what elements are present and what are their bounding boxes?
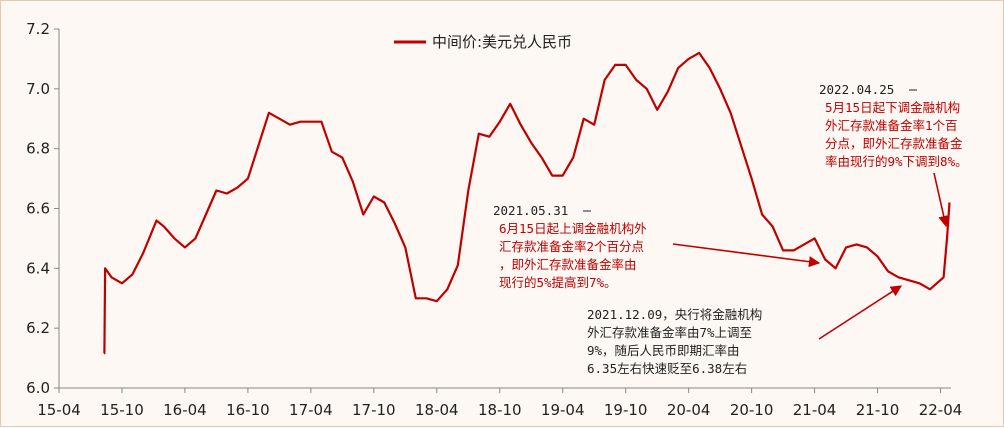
annotation-line: 现行的5%提高到7%。 (499, 275, 617, 290)
x-tick-label: 16-10 (226, 401, 270, 419)
y-tick-label: 6.4 (26, 259, 50, 277)
annotation-line: 9%，随后人民币即期汇率由 (587, 343, 740, 358)
annotation-arrow-2 (933, 172, 950, 228)
x-tick-label: 15-04 (37, 401, 81, 419)
annotation-2: 2022.04.25 5月15日起下调金融机构外汇存款准备金率1个百分点，即外汇存… (819, 82, 968, 169)
y-tick-label: 6.2 (26, 319, 50, 337)
x-tick-label: 16-04 (163, 401, 207, 419)
legend-label: 中间价:美元兑人民币 (432, 33, 572, 51)
annotation-line: 分点，即外汇存款准备金 (825, 136, 963, 151)
series-line-0 (103, 51, 951, 355)
x-tick-label: 22-04 (919, 401, 963, 419)
x-tick-label: 15-10 (100, 401, 144, 419)
annotation-arrow-3 (818, 285, 902, 340)
annotation-line: ，即外汇存款准备金率由 (499, 257, 637, 272)
annotation-line: 外汇存款准备金率由7%上调至 (587, 325, 752, 340)
x-tick-label: 19-04 (541, 401, 585, 419)
x-tick-label: 18-10 (478, 401, 522, 419)
annotation-line: 外汇存款准备金率1个百 (825, 118, 958, 133)
y-tick-label: 6.8 (26, 140, 50, 158)
annotation-date: 2021.05.31 (493, 203, 568, 218)
annotation-line: 5月15日起下调金融机构 (825, 100, 960, 115)
y-tick-label: 7.0 (26, 80, 50, 98)
legend: 中间价:美元兑人民币 (394, 33, 572, 51)
annotation-line: 率由现行的9%下调到8%。 (825, 154, 968, 169)
x-tick-label: 17-04 (289, 401, 333, 419)
y-tick-label: 6.0 (26, 379, 50, 397)
x-tick-label: 19-10 (604, 401, 648, 419)
annotation-line: 2021.12.09，央行将金融机构 (587, 307, 762, 322)
x-tick-label: 20-10 (730, 401, 774, 419)
annotation-line: 6月15日起上调金融机构外 (499, 221, 647, 236)
y-tick-label: 7.2 (26, 20, 50, 38)
x-tick-label: 20-04 (667, 401, 711, 419)
axes: 6.0 6.2 6.4 6.6 6.8 7.0 7.2 15-04 15-10 16-04 16-1… (26, 20, 962, 419)
x-tick-label: 21-10 (856, 401, 900, 419)
series-layer (103, 51, 951, 355)
annotation-line: 6.35左右快速贬至6.38左右 (587, 361, 747, 376)
annotation-arrow-1 (672, 243, 821, 268)
x-tick-label: 17-10 (352, 401, 396, 419)
y-tick-label: 6.6 (26, 200, 50, 218)
x-tick-label: 18-04 (415, 401, 459, 419)
x-tick-label: 21-04 (793, 401, 837, 419)
annotation-date: 2022.04.25 (819, 82, 894, 97)
annotation-line: 汇存款准备金率2个百分点 (499, 239, 644, 254)
